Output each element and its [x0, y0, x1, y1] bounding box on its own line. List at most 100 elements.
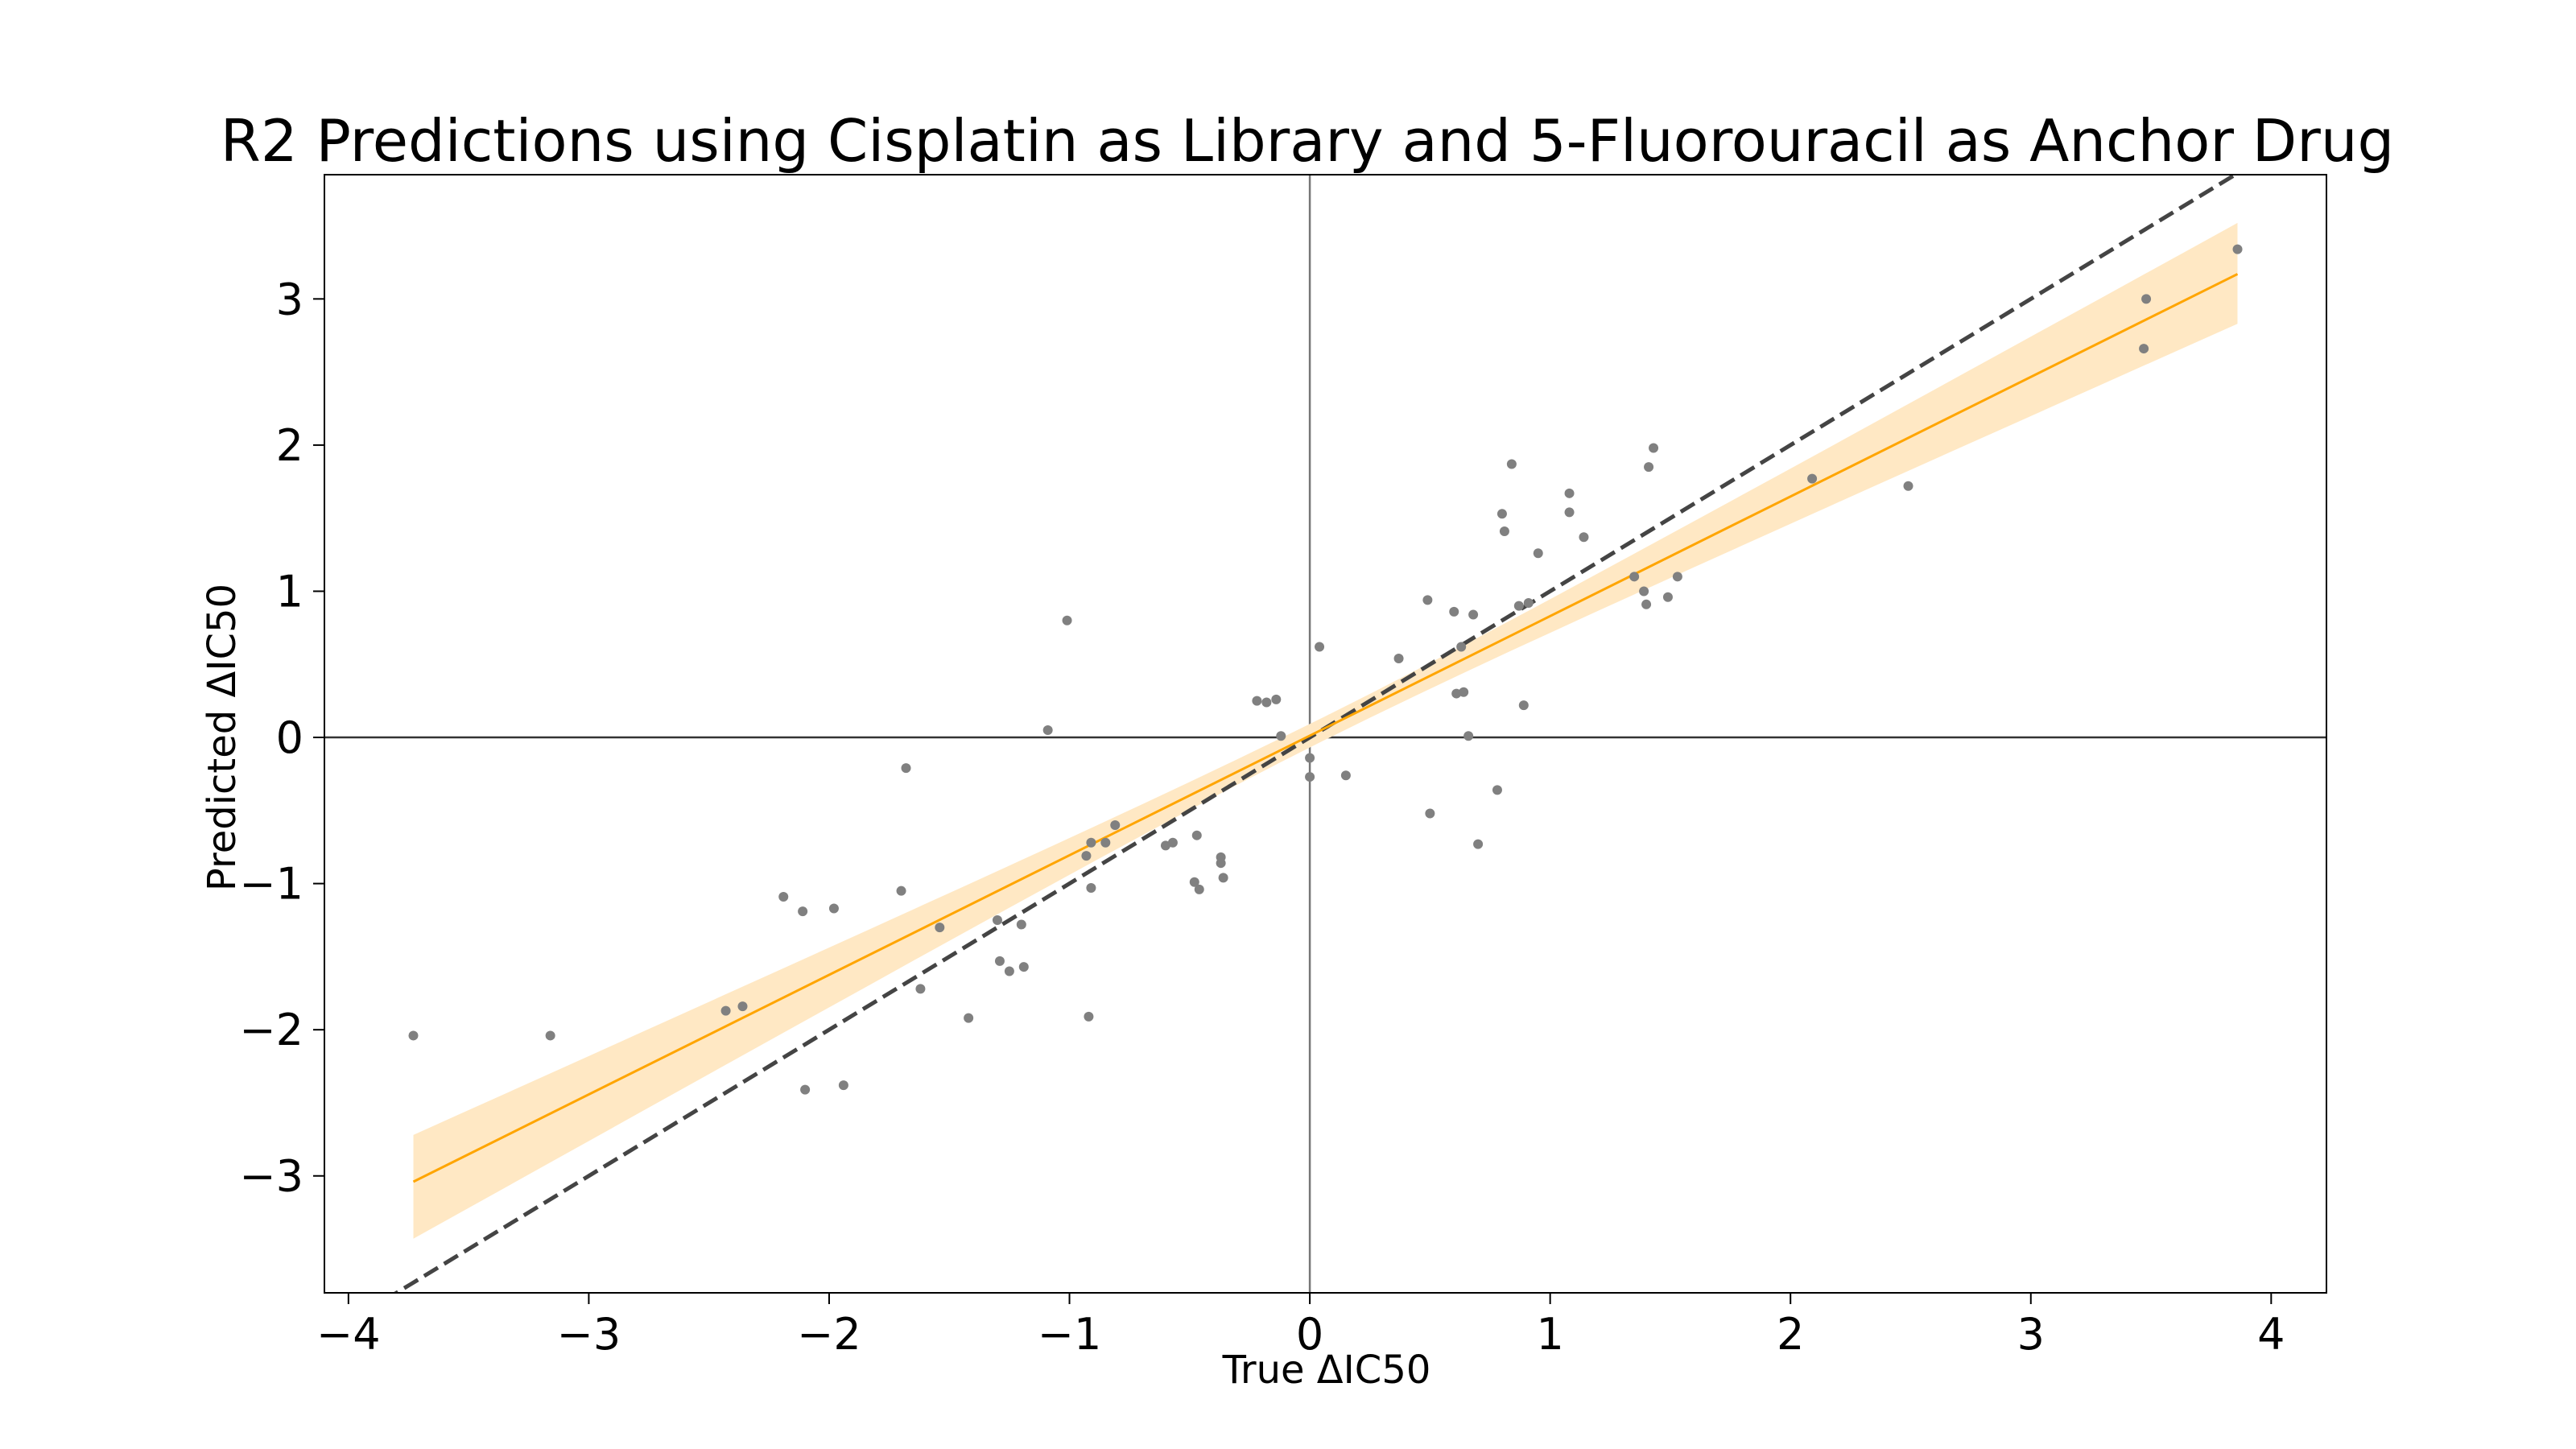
- data-point: [1216, 858, 1226, 869]
- data-point: [408, 1030, 419, 1041]
- data-point: [2139, 344, 2149, 354]
- data-point: [1463, 731, 1474, 741]
- data-point: [1086, 837, 1096, 848]
- data-point: [1016, 919, 1026, 930]
- x-tick-label: 2: [1777, 1309, 1804, 1360]
- y-axis-label: Predicted ΔIC50: [200, 584, 245, 891]
- plot-frame: [324, 174, 2327, 1294]
- data-point: [1276, 731, 1286, 741]
- data-point: [1081, 851, 1092, 861]
- x-tick-label: 0: [1296, 1309, 1323, 1360]
- x-tick-label: −3: [557, 1309, 621, 1360]
- x-tick-label: −2: [797, 1309, 861, 1360]
- data-point: [1084, 1011, 1094, 1022]
- data-point: [1492, 785, 1502, 795]
- data-point: [828, 903, 839, 914]
- plot-inner: [324, 175, 2326, 1293]
- data-point: [1100, 837, 1111, 848]
- data-point: [737, 1001, 748, 1012]
- data-point: [1903, 481, 1913, 491]
- y-tick-label: 0: [276, 712, 303, 763]
- data-point: [2141, 294, 2152, 304]
- y-tick-label: 1: [276, 566, 303, 617]
- y-tick-label: 2: [276, 420, 303, 471]
- data-point: [1672, 572, 1682, 582]
- data-point: [1194, 884, 1204, 894]
- confidence-band: [413, 222, 2238, 1239]
- data-point: [1564, 507, 1575, 518]
- data-point: [1641, 599, 1652, 609]
- data-point: [1518, 700, 1529, 711]
- data-point: [1393, 653, 1404, 663]
- x-tick-label: 4: [2257, 1309, 2285, 1360]
- data-point: [901, 763, 911, 774]
- x-tick-label: −1: [1038, 1309, 1102, 1360]
- data-point: [1662, 592, 1673, 602]
- y-tick-label: −3: [239, 1151, 303, 1202]
- data-point: [1449, 606, 1459, 617]
- data-point: [1468, 609, 1479, 620]
- data-point: [1042, 724, 1053, 735]
- data-point: [1564, 488, 1575, 498]
- data-point: [720, 1005, 731, 1016]
- y-tick-label: −1: [239, 859, 303, 910]
- data-point: [1086, 883, 1096, 894]
- data-point: [1218, 873, 1228, 883]
- data-point: [1499, 526, 1509, 537]
- data-point: [1271, 694, 1282, 704]
- data-point: [1252, 696, 1262, 706]
- data-point: [935, 923, 945, 933]
- x-tick-label: 3: [2017, 1309, 2045, 1360]
- y-tick-label: 3: [276, 274, 303, 324]
- data-point: [1189, 877, 1199, 887]
- data-point: [1639, 586, 1649, 597]
- data-point: [1629, 572, 1640, 582]
- regression-line: [412, 273, 2239, 1183]
- plot-area: [324, 175, 2326, 1293]
- data-point: [1018, 962, 1029, 972]
- data-point: [1191, 830, 1202, 840]
- x-tick-label: 1: [1536, 1309, 1563, 1360]
- data-point: [1340, 770, 1351, 781]
- data-point: [1644, 462, 1654, 473]
- data-point: [964, 1013, 974, 1023]
- data-point: [800, 1084, 811, 1095]
- data-point: [545, 1030, 555, 1041]
- data-point: [1523, 597, 1534, 608]
- data-point: [1004, 966, 1014, 976]
- x-axis-label: True ΔIC50: [1222, 1348, 1431, 1393]
- data-point: [2232, 244, 2243, 254]
- data-point: [915, 984, 926, 994]
- data-point: [1062, 615, 1072, 625]
- data-point: [1305, 753, 1315, 763]
- x-tick-label: −4: [316, 1309, 381, 1360]
- data-point: [1533, 548, 1543, 559]
- data-point: [1807, 473, 1818, 484]
- data-point: [1579, 532, 1589, 543]
- data-point: [992, 915, 1002, 925]
- data-point: [1315, 642, 1325, 652]
- axes: −4 −3 −2 −1 0 1 2 3 4 −3 −2 −1 0 1 2 3: [239, 174, 2327, 1360]
- data-point: [1513, 601, 1524, 611]
- data-point: [1305, 772, 1315, 782]
- data-point: [798, 906, 808, 917]
- data-point: [1422, 595, 1433, 605]
- data-point: [1496, 509, 1507, 519]
- data-point: [778, 891, 789, 902]
- data-point: [1506, 459, 1517, 469]
- data-point: [1425, 808, 1435, 819]
- data-point: [1261, 697, 1272, 708]
- chart-title: R2 Predictions using Cisplatin as Librar…: [221, 107, 2394, 175]
- data-point: [1459, 687, 1469, 697]
- data-point: [1451, 688, 1462, 699]
- y-tick-label: −2: [239, 1005, 303, 1055]
- data-point: [1456, 642, 1467, 652]
- data-point: [1473, 839, 1484, 849]
- data-point: [1110, 819, 1121, 830]
- data-point: [1167, 837, 1178, 848]
- data-point: [994, 956, 1005, 966]
- data-point: [896, 886, 906, 896]
- data-point: [1649, 443, 1659, 453]
- data-point: [838, 1080, 848, 1091]
